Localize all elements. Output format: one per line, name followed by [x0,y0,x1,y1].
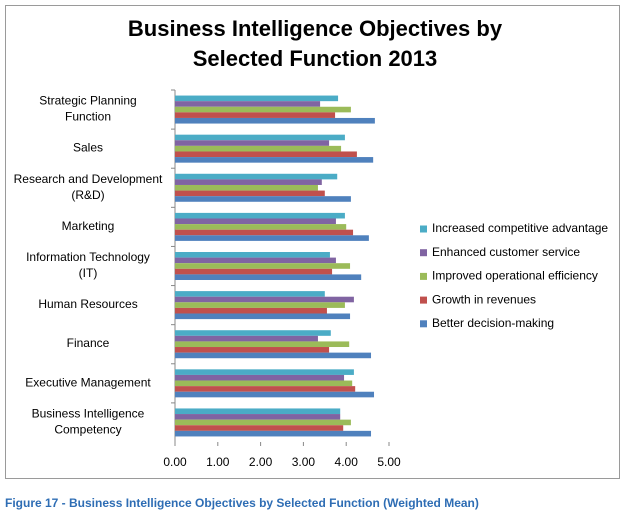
bar [175,414,341,420]
y-tick-label: Strategic Planning Function [39,94,136,124]
bar [175,235,369,241]
x-tick-label: 5.00 [377,455,401,469]
bar [175,101,321,107]
bar [175,117,375,124]
bar [175,145,342,152]
bar [175,425,344,431]
legend-label: Better decision-making [432,316,554,330]
y-tick-label: Sales [73,141,103,155]
legend-label: Improved operational efficiency [432,269,598,283]
bar [175,218,336,225]
bar [175,184,318,191]
bar [175,229,354,236]
bar [175,95,339,102]
bar [175,106,351,113]
chart-frame [5,5,620,479]
bar [175,140,330,146]
bar [175,408,341,415]
y-tick-label: Information Technology (IT) [26,250,150,280]
bar [175,190,325,197]
bar [175,347,330,353]
x-tick-label: 1.00 [206,455,230,469]
x-tick-label: 4.00 [335,455,359,469]
legend-label: Enhanced customer service [432,245,580,259]
y-tick-label: Business Intelligence Competency [32,407,145,437]
bar [175,291,325,297]
bar [175,196,351,202]
bar [175,352,372,359]
bar [175,335,318,342]
x-tick-label: 0.00 [163,455,187,469]
bar [175,313,351,320]
bar [175,430,372,437]
x-tick-label: 2.00 [249,455,273,469]
x-tick-label: 3.00 [292,455,316,469]
bar [175,330,331,336]
legend-label: Increased competitive advantage [432,221,608,235]
bar [175,157,374,163]
bar [175,419,351,426]
bar [175,307,327,314]
bar [175,224,347,230]
y-tick-label: Research and Development (R&D) [14,172,163,202]
legend-swatch [420,272,427,280]
bar [175,380,353,387]
legend-swatch [420,249,427,257]
bar [175,173,338,180]
bar [175,151,357,158]
bar [175,134,345,141]
bar [175,369,354,375]
bar [175,274,362,280]
y-tick-label: Executive Management [25,376,151,390]
figure-caption: Figure 17 - Business Intelligence Object… [5,496,479,510]
bar [175,374,345,381]
bar [175,341,350,348]
legend-swatch [420,225,427,233]
bar [175,252,330,258]
bar [175,268,333,275]
legend-label: Growth in revenues [432,292,536,306]
chart-title: Business Intelligence Objectives by Sele… [127,16,503,71]
bar [175,263,351,269]
bar [175,391,375,398]
y-tick-label: Human Resources [38,297,137,311]
bar [175,386,356,392]
bar [175,212,345,219]
bar [175,296,354,303]
bar [175,257,336,264]
bar [175,112,336,118]
bar [175,302,345,308]
legend-swatch [420,296,427,304]
legend-swatch [420,320,427,328]
y-tick-label: Finance [67,336,110,350]
bar [175,179,322,185]
y-tick-label: Marketing [62,219,115,233]
